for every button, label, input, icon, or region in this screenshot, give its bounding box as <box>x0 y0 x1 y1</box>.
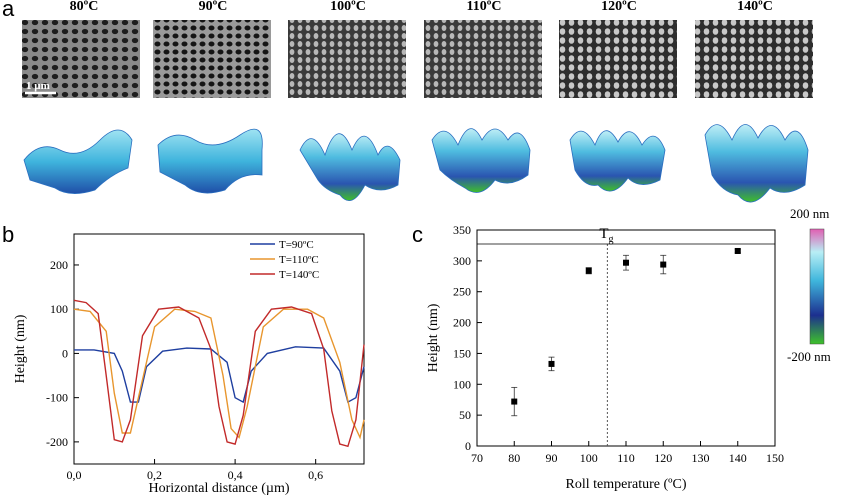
y-tick-label: 100 <box>50 302 68 316</box>
panel-letter-c: c <box>412 222 423 247</box>
sem-image-80 <box>22 20 140 98</box>
surface-100 <box>299 133 401 202</box>
colorbar: 200 nm -200 nm <box>787 206 831 364</box>
sem-image-90 <box>153 20 271 98</box>
temp-label-90: 90ºC <box>198 0 228 14</box>
temp-label-140: 140ºC <box>737 0 773 14</box>
data-point <box>660 261 667 268</box>
panel-letter-a: a <box>2 0 15 21</box>
x-axis-label: Horizontal distance (µm) <box>148 481 289 496</box>
temp-label-120: 120ºC <box>601 0 637 14</box>
series-line <box>74 346 365 404</box>
y-tick-label: 150 <box>453 346 471 360</box>
colorbar-bottom-label: -200 nm <box>787 349 831 364</box>
y-tick-label: 300 <box>453 254 471 268</box>
surface-120 <box>569 130 666 192</box>
colorbar-gradient <box>809 228 825 345</box>
panel-a-images: 1 µm <box>22 20 813 203</box>
data-point <box>511 398 518 405</box>
y-tick-label: -200 <box>46 435 68 449</box>
legend-label: T=90ºC <box>279 239 314 251</box>
data-point <box>585 267 592 274</box>
series-line <box>73 308 365 440</box>
x-tick-label: 0,2 <box>147 468 162 482</box>
x-tick-label: 100 <box>580 451 598 465</box>
y-tick-label: 200 <box>453 316 471 330</box>
x-tick-label: 0,4 <box>228 468 243 482</box>
x-tick-label: 90 <box>546 451 558 465</box>
x-tick-label: 80 <box>508 451 520 465</box>
chart-height-profiles: -200 -100 0 100 200 0,0 0,2 0,4 0,6 T=90ºC T=110º… <box>13 233 365 496</box>
tg-annotation: Tg <box>599 226 613 245</box>
panel-letter-b: b <box>2 222 15 247</box>
y-axis-label: Height (nm) <box>13 314 28 383</box>
x-tick-label: 140 <box>729 451 747 465</box>
y-tick-label: 350 <box>453 223 471 237</box>
x-axis-label: Roll temperature (ºC) <box>566 477 687 492</box>
x-tick-label: 130 <box>692 451 710 465</box>
temp-label-80: 80ºC <box>69 0 99 14</box>
x-tick-label: 110 <box>617 451 635 465</box>
legend-label: T=110ºC <box>279 254 319 266</box>
x-tick-label: 0,6 <box>308 468 323 482</box>
plot-frame <box>73 233 365 465</box>
y-tick-label: -100 <box>46 391 68 405</box>
data-point <box>734 247 741 254</box>
y-axis-label: Height (nm) <box>426 303 441 372</box>
colorbar-top-label: 200 nm <box>790 206 829 221</box>
surface-110 <box>431 128 531 193</box>
y-tick-label: 0 <box>465 439 471 453</box>
data-point <box>548 360 555 367</box>
sem-image-140 <box>695 20 813 98</box>
surface-80 <box>23 129 133 194</box>
data-point <box>623 259 629 266</box>
y-tick-label: 200 <box>50 258 68 272</box>
x-tick-label: 0,0 <box>67 468 82 482</box>
sem-image-110 <box>424 20 542 98</box>
scale-bar-label: 1 µm <box>26 80 50 92</box>
surface-140 <box>704 124 809 203</box>
surface-90 <box>157 128 263 194</box>
x-tick-label: 150 <box>766 451 784 465</box>
x-tick-label: 70 <box>471 451 483 465</box>
x-tick-label: 120 <box>654 451 672 465</box>
y-tick-label: 0 <box>62 346 68 360</box>
y-tick-label: 250 <box>453 285 471 299</box>
series-line <box>73 299 365 448</box>
temp-label-110: 110ºC <box>466 0 502 14</box>
legend-label: T=140ºC <box>279 269 319 281</box>
sem-image-100 <box>288 20 406 98</box>
temp-label-100: 100ºC <box>330 0 366 14</box>
y-tick-label: 50 <box>459 408 471 422</box>
y-tick-label: 100 <box>453 377 471 391</box>
sem-image-120 <box>559 20 677 98</box>
chart-height-vs-temperature: 0 50 100 150 200 250 300 350 70 80 90 100 110 120 130 1… <box>426 223 784 492</box>
